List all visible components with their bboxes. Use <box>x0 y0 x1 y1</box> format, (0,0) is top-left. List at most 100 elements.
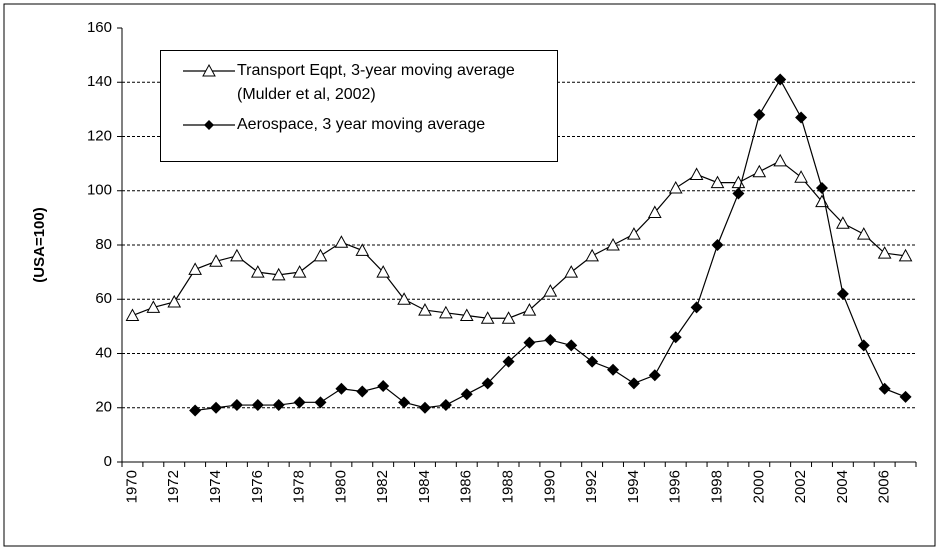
x-tick-label: 1974 <box>207 470 224 503</box>
triangle-marker <box>355 243 370 256</box>
triangle-marker <box>836 216 850 229</box>
y-tick-label: 20 <box>95 399 112 416</box>
diamond-marker <box>230 399 243 412</box>
x-tick-label: 1978 <box>291 470 308 503</box>
series-line <box>132 160 906 319</box>
diamond-marker <box>293 396 306 409</box>
diamond-marker <box>815 182 828 195</box>
frame <box>3 3 936 547</box>
x-tick-label: 1976 <box>249 470 266 503</box>
diamond-marker <box>774 73 787 86</box>
diamond-marker <box>460 388 473 401</box>
triangle-marker <box>397 292 411 305</box>
diamond-marker <box>795 111 808 124</box>
x-tick-label: 1986 <box>458 470 475 503</box>
y-tick-label: 40 <box>95 344 112 361</box>
diamond-marker <box>690 301 703 314</box>
diamond-marker <box>377 380 390 393</box>
x-tick-label: 1980 <box>332 470 349 503</box>
legend-entry: Aerospace, 3 year moving average <box>237 116 486 133</box>
triangle-marker <box>188 262 202 275</box>
x-tick-label: 2000 <box>750 470 767 503</box>
triangle-marker <box>459 308 474 322</box>
diamond-marker <box>711 239 724 251</box>
diamond-marker <box>335 382 348 395</box>
diamond-marker <box>502 355 515 368</box>
triangle-marker <box>689 167 704 180</box>
triangle-marker <box>585 248 599 262</box>
x-tick-label: 2004 <box>834 470 851 503</box>
x-tick-label: 1984 <box>416 470 433 503</box>
x-tick-label: 1994 <box>625 470 642 503</box>
triangle-marker <box>856 227 871 240</box>
diamond-marker <box>189 404 202 417</box>
diamond-marker <box>627 377 640 390</box>
triangle-marker <box>647 205 662 218</box>
legend-swatches <box>183 63 235 130</box>
diamond-marker <box>836 287 849 300</box>
y-tick-label: 120 <box>87 127 112 144</box>
triangle-marker <box>313 248 328 262</box>
diamond-marker <box>857 339 870 352</box>
diamond-marker <box>607 363 620 376</box>
diamond-marker <box>398 396 411 409</box>
diamond-marker <box>481 377 494 390</box>
triangle-marker <box>522 303 537 316</box>
triangle-marker <box>710 175 725 189</box>
legend: Transport Eqpt, 3-year moving average (M… <box>160 50 558 162</box>
x-tick-label: 1970 <box>123 470 140 503</box>
triangle-marker <box>668 180 683 194</box>
y-tick-label: 100 <box>87 182 112 199</box>
triangle-marker <box>125 308 140 322</box>
y-axis-label: (USA=100) <box>31 207 48 282</box>
triangle-marker <box>439 305 453 319</box>
y-tick-label: 60 <box>95 290 112 307</box>
diamond-marker <box>565 339 578 352</box>
diamond-marker <box>878 382 891 395</box>
diamond-marker <box>356 385 369 398</box>
triangle-marker <box>501 311 516 324</box>
diamond-marker <box>899 390 912 403</box>
triangle-marker <box>627 227 641 240</box>
x-tick-label: 1990 <box>541 470 558 503</box>
triangle-marker <box>334 235 349 248</box>
triangle-marker <box>898 248 913 262</box>
triangle-marker <box>877 246 892 259</box>
diamond-marker <box>648 369 661 382</box>
y-tick-label: 160 <box>87 19 112 36</box>
triangle-marker <box>209 254 223 267</box>
diamond-marker <box>586 355 599 368</box>
triangle-marker <box>773 153 788 167</box>
legend-marker <box>202 63 216 77</box>
triangle-marker <box>250 265 265 278</box>
triangle-marker <box>794 170 808 183</box>
x-tick-label: 1998 <box>708 470 725 503</box>
triangle-marker <box>543 284 558 297</box>
triangle-marker <box>167 294 182 308</box>
diamond-marker <box>272 399 285 412</box>
diamond-marker <box>314 396 327 409</box>
y-tick-label: 140 <box>87 73 112 90</box>
triangle-marker <box>230 248 244 262</box>
x-tick-label: 2006 <box>876 470 893 503</box>
triangle-marker <box>480 311 495 324</box>
triangle-marker <box>146 300 161 313</box>
x-tick-label: 1972 <box>165 470 182 503</box>
legend-marker <box>204 120 214 130</box>
diamond-marker <box>732 187 745 200</box>
x-tick-label: 1982 <box>374 470 391 503</box>
x-tick-label: 1988 <box>500 470 517 503</box>
triangle-marker <box>376 265 391 278</box>
diamond-marker <box>544 333 557 346</box>
diamond-marker <box>523 336 536 349</box>
x-tick-label: 1992 <box>583 470 600 503</box>
triangle-marker <box>752 164 767 178</box>
triangle-marker <box>564 265 579 278</box>
triangle-marker <box>418 303 432 316</box>
legend-entry: Transport Eqpt, 3-year moving average (M… <box>237 62 515 103</box>
diamond-marker <box>439 399 452 412</box>
x-tick-label: 2002 <box>792 470 809 503</box>
diamond-marker <box>418 401 431 414</box>
